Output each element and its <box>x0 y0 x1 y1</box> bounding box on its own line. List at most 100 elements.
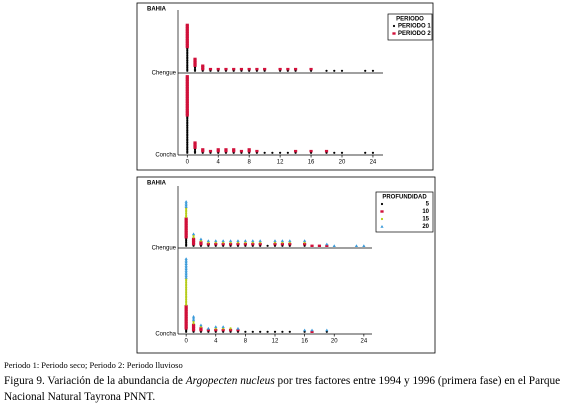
dot <box>303 328 307 332</box>
dot-stack <box>310 244 314 247</box>
dot <box>185 40 189 44</box>
dot <box>185 97 189 100</box>
dot <box>186 134 189 137</box>
dot <box>193 143 197 146</box>
legend-box <box>387 13 433 41</box>
facet-label: Chengue <box>152 71 177 77</box>
dot <box>185 87 189 90</box>
dot <box>255 149 259 153</box>
dot <box>184 274 188 277</box>
dot <box>206 239 210 242</box>
dot <box>184 225 188 229</box>
dot <box>239 67 244 71</box>
dot <box>186 151 189 154</box>
dot-stack <box>191 237 196 246</box>
dot-stack <box>185 207 188 218</box>
dot <box>325 242 329 246</box>
dot-stack <box>232 148 236 153</box>
dot <box>185 288 188 291</box>
dot-stack <box>236 239 240 242</box>
dot <box>303 242 307 246</box>
dot <box>184 217 188 220</box>
dot-stack <box>251 242 255 246</box>
dot <box>186 117 189 120</box>
dot-stack <box>184 257 188 279</box>
dot <box>185 104 189 107</box>
dot-stack <box>214 328 218 332</box>
dot <box>184 270 188 274</box>
dot <box>325 328 329 332</box>
dot-stack <box>184 305 188 330</box>
dot-stack <box>255 149 259 153</box>
dot <box>186 59 189 62</box>
dot <box>191 237 196 241</box>
dot <box>186 144 189 148</box>
dot <box>185 23 189 27</box>
legend-label: 10 <box>422 209 429 215</box>
dot-stack <box>185 75 189 117</box>
dot <box>185 28 189 32</box>
dot <box>191 327 196 330</box>
dot-stack <box>364 69 367 72</box>
dot <box>186 61 189 64</box>
dot <box>286 67 290 71</box>
dot <box>293 67 298 71</box>
dot <box>228 242 233 246</box>
dot <box>184 262 188 265</box>
dot-stack <box>362 244 366 247</box>
dot <box>185 109 189 112</box>
dot-stack <box>221 325 225 328</box>
dot-stack <box>221 328 225 332</box>
dot <box>221 242 225 246</box>
dot <box>186 150 189 153</box>
dot <box>199 323 203 327</box>
dot <box>185 37 189 40</box>
dot <box>185 105 189 109</box>
dot <box>192 322 195 325</box>
dot <box>193 57 197 61</box>
dot-stack <box>228 242 233 246</box>
dot-stack <box>309 67 313 71</box>
dot <box>279 151 282 154</box>
dot <box>186 66 189 69</box>
dot <box>185 241 188 244</box>
dot <box>185 215 188 218</box>
dot-stack <box>216 148 220 153</box>
dot <box>184 219 188 222</box>
dot <box>263 151 266 154</box>
dot <box>380 225 384 228</box>
dot <box>208 149 213 153</box>
dot <box>199 237 203 241</box>
dot-stack <box>239 67 244 71</box>
dot <box>185 100 189 103</box>
dot <box>186 148 189 151</box>
dot <box>309 67 313 71</box>
dot <box>184 220 188 224</box>
dot <box>186 146 189 149</box>
dot <box>228 239 233 242</box>
dot-stack <box>324 149 329 153</box>
dot <box>184 222 188 225</box>
dot <box>340 151 344 154</box>
dot-stack <box>193 148 197 154</box>
dot-stack <box>236 326 240 330</box>
dot <box>354 244 359 247</box>
dot <box>193 151 197 154</box>
dot <box>193 59 197 62</box>
dot-stack <box>263 151 266 154</box>
dot <box>310 244 314 247</box>
dot <box>229 327 232 330</box>
dot <box>251 242 255 246</box>
dot <box>184 272 188 276</box>
dot <box>258 242 262 246</box>
dot-stack <box>228 328 233 332</box>
dot <box>191 241 196 244</box>
dot-stack <box>325 69 328 72</box>
dot <box>243 239 247 242</box>
dot-stack <box>185 23 189 49</box>
dot <box>185 243 188 246</box>
dot-stack <box>266 330 269 333</box>
dot <box>278 67 282 71</box>
dot <box>186 124 189 127</box>
dot-stack <box>258 242 262 246</box>
